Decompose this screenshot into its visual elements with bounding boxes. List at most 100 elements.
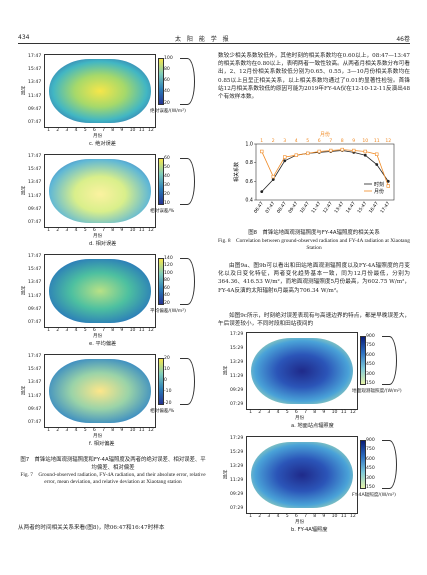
legend-label: 时刻 bbox=[374, 181, 384, 188]
y-axis-label: 时刻 bbox=[222, 470, 227, 480]
x-tick-label: 2 bbox=[56, 328, 60, 333]
y-tick-label: 07:29 bbox=[230, 402, 244, 407]
point bbox=[375, 152, 379, 156]
y-tick-label: 07:47 bbox=[28, 420, 42, 425]
top-tick-label: 2 bbox=[272, 138, 275, 144]
series-line bbox=[261, 149, 389, 187]
x-tick-label: 8 bbox=[313, 514, 317, 519]
colorbar-tick-label: 20 bbox=[164, 100, 170, 106]
colorbar bbox=[158, 58, 164, 105]
x-tick-label: 06:47 bbox=[253, 201, 265, 215]
heatmap-field bbox=[251, 441, 353, 509]
legend-label: 月份 bbox=[374, 188, 384, 195]
heatmap-plot bbox=[246, 436, 358, 514]
x-tick-label: 2 bbox=[258, 514, 262, 519]
point bbox=[260, 190, 264, 193]
x-tick-label: 6 bbox=[92, 128, 96, 133]
heatmap-plot bbox=[44, 54, 156, 128]
x-tick-label: 8 bbox=[111, 328, 115, 333]
point bbox=[260, 149, 264, 154]
y-tick-label: 13:47 bbox=[28, 180, 42, 186]
panel-caption: b. FY-4A辐照度 bbox=[291, 527, 328, 533]
x-tick-label: 12:47 bbox=[322, 201, 334, 215]
point bbox=[271, 174, 275, 179]
panel-caption: e. 平均偏差 bbox=[89, 341, 117, 347]
colorbar-tick-label: 40 bbox=[164, 173, 170, 179]
colorbar bbox=[158, 258, 164, 305]
side-profile bbox=[180, 258, 195, 305]
x-axis-label: 月份 bbox=[295, 520, 305, 525]
x-tick-label: 1 bbox=[47, 428, 51, 433]
x-tick-label: 16:47 bbox=[368, 201, 380, 215]
point bbox=[271, 178, 275, 181]
x-tick-label: 10 bbox=[331, 514, 338, 519]
colorbar-tick-label: -20 bbox=[164, 400, 172, 406]
colorbar-tick-label: 120 bbox=[164, 263, 173, 269]
point bbox=[294, 153, 298, 157]
x-tick-label: 08:47 bbox=[276, 201, 288, 215]
colorbar-label: 平均偏差/(W/m²) bbox=[150, 308, 186, 314]
x-tick-label: 2 bbox=[258, 410, 262, 415]
x-tick-label: 09:47 bbox=[287, 201, 299, 215]
x-tick-label: 11 bbox=[340, 410, 347, 415]
x-tick-label: 9 bbox=[120, 228, 124, 233]
x-tick-label: 3 bbox=[267, 514, 271, 519]
y-axis-label: 时刻 bbox=[20, 386, 25, 396]
x-tick-label: 1 bbox=[249, 514, 253, 519]
x-tick-label: 4 bbox=[74, 228, 78, 233]
y-tick-label: 13:29 bbox=[230, 464, 244, 469]
heatmap-panel: 17:47 15:47 13:47 11:47 09:47 07:47 1 2 3 4 5 6 7 8 9 1… bbox=[18, 152, 208, 250]
paragraph: 从两者的时间相关关系来看(图8)，除06:47和16:47时样本 bbox=[18, 525, 165, 531]
panel-caption: d. 相对误差 bbox=[89, 241, 117, 247]
x-tick-label: 10 bbox=[129, 328, 136, 333]
y-tick-label: 15:29 bbox=[230, 346, 244, 351]
x-tick-label: 10 bbox=[331, 410, 338, 415]
colorbar-tick-label: 30 bbox=[164, 182, 170, 188]
point bbox=[306, 151, 310, 156]
y-tick-label: 09:47 bbox=[28, 406, 42, 412]
side-profile bbox=[180, 158, 195, 205]
x-tick-label: 17:47 bbox=[379, 201, 391, 215]
colorbar bbox=[360, 336, 366, 386]
heatmap-field bbox=[251, 337, 353, 405]
caption-en: Fig. 8 Correlation between ground-observ… bbox=[218, 237, 410, 251]
heatmap-panel: 17:47 15:47 13:47 11:47 09:47 07:47 1 2 3 4 5 6 7 8 9 1… bbox=[18, 352, 208, 450]
colorbar-label: 相对偏差/% bbox=[150, 408, 175, 414]
x-axis-label: 月份 bbox=[93, 434, 103, 439]
colorbar-tick-label: 20 bbox=[164, 191, 170, 197]
side-profile bbox=[180, 358, 195, 405]
colorbar-label: 绝对误差/(W/m²) bbox=[150, 108, 186, 114]
colorbar-tick-label: 900 bbox=[366, 334, 375, 339]
caption-cn: 图7 首锋站地面观测辐照度和FY-4A辐照度及两者的绝对误差、相对误差、平均偏差… bbox=[20, 457, 206, 471]
top-tick-label: 6 bbox=[318, 138, 321, 144]
y-tick-label: 17:47 bbox=[28, 54, 42, 59]
plot-frame bbox=[255, 143, 395, 201]
x-tick-label: 12 bbox=[349, 514, 356, 519]
y-axis-label: 相关系数 bbox=[233, 162, 240, 182]
x-tick-label: 2 bbox=[56, 128, 60, 133]
x-tick-label: 6 bbox=[294, 514, 298, 519]
y-tick-label: 11:47 bbox=[28, 93, 42, 99]
x-tick-label: 15:47 bbox=[356, 201, 368, 215]
side-profile bbox=[180, 58, 195, 105]
point bbox=[363, 149, 367, 154]
x-tick-label: 11 bbox=[138, 228, 145, 233]
y-tick-label: 15:47 bbox=[28, 367, 42, 373]
top-tick-label: 8 bbox=[341, 138, 344, 144]
colorbar-tick-label: 0 bbox=[164, 378, 167, 384]
heatmap-field bbox=[49, 359, 151, 423]
point bbox=[363, 153, 367, 157]
x-tick-label: 12 bbox=[147, 128, 154, 133]
colorbar-label: FY-4A辐照度/(W/m²) bbox=[352, 493, 396, 499]
x-tick-label: 14:47 bbox=[345, 201, 357, 215]
y-tick-label: 09:29 bbox=[230, 388, 244, 393]
x-tick-label: 7 bbox=[102, 428, 106, 433]
x-tick-label: 5 bbox=[285, 514, 289, 519]
x-tick-label: 12 bbox=[349, 410, 356, 415]
x-tick-label: 10 bbox=[129, 428, 136, 433]
x-tick-label: 5 bbox=[83, 428, 87, 433]
colorbar-tick-label: 50 bbox=[164, 164, 170, 170]
panel-caption: f. 相对偏差 bbox=[89, 441, 115, 447]
x-tick-label: 1 bbox=[249, 410, 253, 415]
x-tick-label: 1 bbox=[47, 228, 51, 233]
